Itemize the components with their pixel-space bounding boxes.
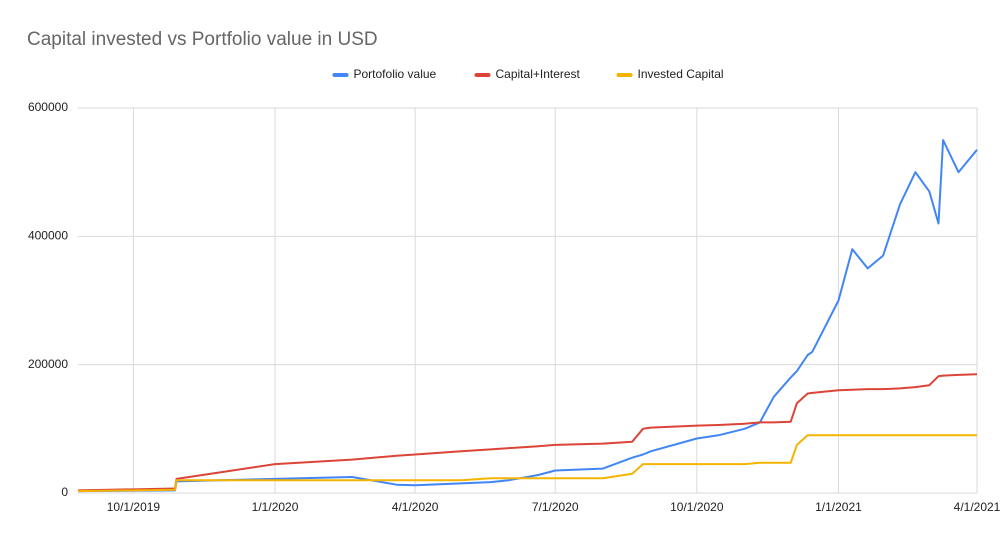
x-tick-label: 7/1/2020 <box>532 500 579 514</box>
x-tick-label: 1/1/2021 <box>815 500 862 514</box>
x-tick-label: 4/1/2021 <box>954 500 1001 514</box>
chart-title: Capital invested vs Portfolio value in U… <box>27 29 378 50</box>
y-tick-label: 200000 <box>28 357 68 371</box>
legend-label: Invested Capital <box>638 67 724 81</box>
series-line <box>77 434 977 493</box>
x-tick-label: 1/1/2020 <box>252 500 299 514</box>
x-tick-label: 4/1/2020 <box>392 500 439 514</box>
legend-label: Portofolio value <box>354 67 437 81</box>
series-line <box>77 373 978 492</box>
series-line <box>77 139 978 493</box>
x-tick-label: 10/1/2020 <box>670 500 724 514</box>
x-tick-label: 10/1/2019 <box>107 500 161 514</box>
y-tick-label: 400000 <box>28 229 68 243</box>
y-tick-label: 0 <box>61 485 68 499</box>
legend-label: Capital+Interest <box>496 67 581 81</box>
y-tick-label: 600000 <box>28 100 68 114</box>
